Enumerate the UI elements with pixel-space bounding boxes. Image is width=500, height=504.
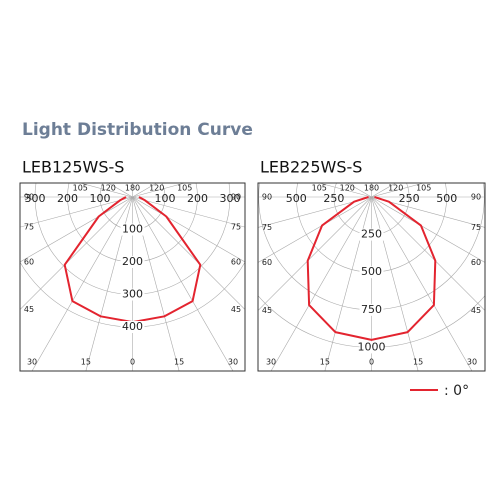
- angle-tick-label: 75: [471, 223, 481, 232]
- angle-grid-line: [371, 183, 424, 198]
- angle-grid-line: [319, 183, 372, 198]
- angle-tick-label: 120: [340, 184, 355, 193]
- angle-grid-line: [258, 196, 372, 311]
- angle-tick-label: 0: [369, 358, 374, 367]
- angle-tick-label: 15: [174, 358, 184, 367]
- radial-tick-label: 300: [25, 192, 46, 205]
- angle-tick-label: 90: [262, 193, 272, 202]
- angle-tick-label: 90: [231, 193, 241, 202]
- angle-grid-line: [270, 196, 372, 371]
- angle-tick-label: 30: [228, 358, 238, 367]
- angle-tick-label: 15: [81, 358, 91, 367]
- radial-tick-label: 100: [155, 192, 176, 205]
- angle-tick-label: 75: [231, 223, 241, 232]
- angle-grid-line: [371, 196, 473, 371]
- angle-tick-label: 180: [364, 184, 379, 193]
- angle-tick-label: 120: [149, 184, 164, 193]
- radial-tick-label: 500: [436, 192, 457, 205]
- angle-grid-line: [371, 196, 485, 311]
- angle-tick-label: 30: [27, 358, 37, 367]
- angle-tick-label: 45: [24, 305, 34, 314]
- angle-tick-label: 105: [73, 184, 88, 193]
- radial-tick-label: 250: [399, 192, 420, 205]
- radial-tick-label: 1000: [358, 340, 386, 353]
- radial-tick-label: 250: [361, 228, 382, 241]
- angle-tick-label: 90: [471, 193, 481, 202]
- angle-tick-label: 105: [416, 184, 431, 193]
- tick-label-bg: [120, 223, 145, 236]
- angle-grid-line: [108, 183, 133, 198]
- angle-tick-label: 60: [262, 258, 272, 267]
- angle-tick-label: 90: [24, 193, 34, 202]
- angle-tick-label: 120: [388, 184, 403, 193]
- angle-grid-line: [132, 196, 234, 371]
- angle-tick-label: 120: [101, 184, 116, 193]
- chart-title: LEB125WS-S: [22, 158, 124, 177]
- radial-tick-label: 200: [122, 255, 143, 268]
- angle-grid-line: [258, 196, 372, 263]
- angle-tick-label: 30: [266, 358, 276, 367]
- angle-tick-label: 75: [24, 223, 34, 232]
- angle-grid-line: [20, 196, 133, 228]
- tick-label-bg: [359, 303, 384, 316]
- plot: [258, 183, 485, 371]
- tick-label-bg: [359, 341, 384, 354]
- radial-tick-label: 200: [187, 192, 208, 205]
- radial-tick-label: 300: [122, 288, 143, 301]
- angle-grid-line: [31, 196, 133, 371]
- radial-tick-label: 100: [122, 223, 143, 236]
- tick-label-bg: [359, 266, 384, 279]
- chart-title: LEB225WS-S: [260, 158, 362, 177]
- radial-tick-label: 500: [286, 192, 307, 205]
- angle-grid-line: [132, 196, 245, 310]
- legend-label: : 0°: [444, 383, 469, 399]
- tick-label-bg: [120, 256, 145, 268]
- angle-tick-label: 45: [231, 305, 241, 314]
- tick-label-bg: [120, 288, 145, 301]
- angle-tick-label: 15: [413, 358, 423, 367]
- angle-tick-label: 30: [467, 358, 477, 367]
- angle-grid-line: [132, 196, 245, 228]
- angle-tick-label: 60: [471, 258, 481, 267]
- angle-tick-label: 180: [125, 184, 140, 193]
- angle-tick-label: 60: [24, 257, 34, 266]
- angle-grid-line: [132, 183, 185, 198]
- radial-tick-label: 750: [361, 303, 382, 316]
- angle-grid-line: [347, 183, 372, 198]
- angle-tick-label: 45: [262, 306, 272, 315]
- radial-tick-label: 200: [57, 192, 78, 205]
- radial-tick-label: 300: [220, 192, 241, 205]
- angle-tick-label: 60: [231, 257, 241, 266]
- angle-grid-line: [80, 183, 133, 198]
- angle-grid-line: [371, 196, 485, 263]
- plot-frame: [257, 182, 486, 372]
- tick-label-bg: [120, 321, 145, 333]
- angle-grid-line: [324, 196, 372, 371]
- intensity-curve: [306, 196, 437, 341]
- radial-tick-label: 250: [323, 192, 344, 205]
- radial-tick-label: 500: [361, 265, 382, 278]
- angle-tick-label: 105: [312, 184, 327, 193]
- angle-tick-label: 105: [177, 184, 192, 193]
- angle-tick-label: 0: [130, 358, 135, 367]
- angle-grid-line: [371, 196, 419, 371]
- radial-tick-label: 400: [122, 320, 143, 333]
- plot-frame: [19, 182, 246, 372]
- page-title: Light Distribution Curve: [22, 120, 253, 140]
- radial-tick-label: 100: [90, 192, 111, 205]
- angle-tick-label: 15: [320, 358, 330, 367]
- angle-tick-label: 45: [471, 306, 481, 315]
- angle-tick-label: 75: [262, 223, 272, 232]
- angle-grid-line: [132, 183, 157, 198]
- angle-grid-line: [20, 196, 133, 310]
- tick-label-bg: [359, 228, 384, 241]
- angle-grid-line: [371, 183, 396, 198]
